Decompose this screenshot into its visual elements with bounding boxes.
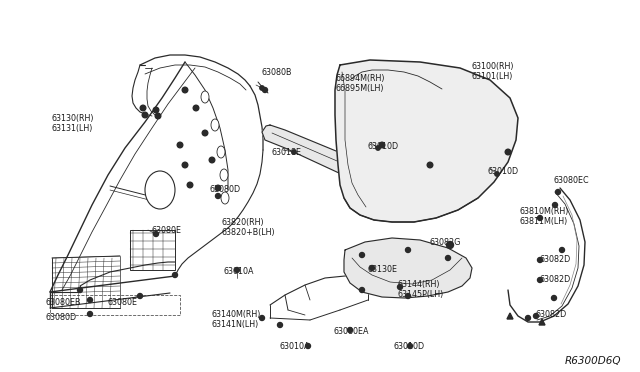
Text: 63820(RH)
63820+B(LH): 63820(RH) 63820+B(LH) xyxy=(222,218,276,237)
Text: 63010D: 63010D xyxy=(393,342,424,351)
Text: 63100(RH)
63101(LH): 63100(RH) 63101(LH) xyxy=(472,62,515,81)
Bar xyxy=(130,230,175,270)
Circle shape xyxy=(154,231,159,237)
Text: R6300D6Q: R6300D6Q xyxy=(565,356,621,366)
Circle shape xyxy=(397,285,403,289)
Text: 63082D: 63082D xyxy=(540,255,572,264)
Ellipse shape xyxy=(201,91,209,103)
Circle shape xyxy=(556,189,561,195)
Text: 63810M(RH)
63811M(LH): 63810M(RH) 63811M(LH) xyxy=(520,207,570,227)
Circle shape xyxy=(552,295,557,301)
Text: 63080B: 63080B xyxy=(262,68,292,77)
Ellipse shape xyxy=(217,146,225,158)
Circle shape xyxy=(142,112,148,118)
Circle shape xyxy=(525,315,531,321)
Circle shape xyxy=(187,182,193,188)
Circle shape xyxy=(202,130,208,136)
Text: 63018E: 63018E xyxy=(272,148,302,157)
Text: 63140M(RH)
63141N(LH): 63140M(RH) 63141N(LH) xyxy=(211,310,260,329)
Circle shape xyxy=(360,253,365,257)
Circle shape xyxy=(77,288,83,292)
Text: 66894M(RH)
66895M(LH): 66894M(RH) 66895M(LH) xyxy=(335,74,385,93)
Text: 63010A: 63010A xyxy=(280,342,310,351)
Circle shape xyxy=(216,193,221,199)
Circle shape xyxy=(215,185,221,191)
Circle shape xyxy=(447,241,454,248)
Circle shape xyxy=(259,315,264,321)
Text: 63080D: 63080D xyxy=(45,313,76,322)
Circle shape xyxy=(292,150,296,154)
Text: 63080E: 63080E xyxy=(108,298,138,307)
Text: 63082D: 63082D xyxy=(540,275,572,284)
Circle shape xyxy=(182,162,188,168)
Circle shape xyxy=(445,256,451,260)
Circle shape xyxy=(559,247,564,253)
Text: 63080EC: 63080EC xyxy=(554,176,589,185)
Polygon shape xyxy=(262,125,395,192)
Text: 63080EA: 63080EA xyxy=(333,327,369,336)
Circle shape xyxy=(153,107,159,113)
Circle shape xyxy=(262,87,268,93)
Circle shape xyxy=(408,343,413,349)
Circle shape xyxy=(406,247,410,253)
Circle shape xyxy=(260,86,264,90)
Circle shape xyxy=(140,105,146,111)
Bar xyxy=(50,295,180,315)
Circle shape xyxy=(495,172,499,176)
Polygon shape xyxy=(335,60,518,222)
Circle shape xyxy=(538,257,543,263)
Polygon shape xyxy=(507,313,513,319)
Circle shape xyxy=(360,288,365,292)
Text: 63144(RH)
63145P(LH): 63144(RH) 63145P(LH) xyxy=(397,280,444,299)
Circle shape xyxy=(88,311,93,317)
Polygon shape xyxy=(344,238,472,298)
Text: 63130E: 63130E xyxy=(368,265,398,274)
Circle shape xyxy=(538,278,543,282)
Circle shape xyxy=(505,149,511,155)
Circle shape xyxy=(193,105,199,111)
Text: 63010D: 63010D xyxy=(488,167,519,176)
Circle shape xyxy=(428,162,433,168)
Circle shape xyxy=(138,294,143,298)
Ellipse shape xyxy=(220,169,228,181)
Circle shape xyxy=(369,266,374,270)
Circle shape xyxy=(155,113,161,119)
Circle shape xyxy=(209,157,215,163)
Circle shape xyxy=(379,142,385,148)
Text: 63080E: 63080E xyxy=(152,226,182,235)
Ellipse shape xyxy=(145,171,175,209)
Text: 63080D: 63080D xyxy=(210,185,241,194)
Ellipse shape xyxy=(211,119,219,131)
Text: 63082D: 63082D xyxy=(536,310,567,319)
Circle shape xyxy=(173,273,177,278)
Circle shape xyxy=(552,202,557,208)
Circle shape xyxy=(278,323,282,327)
Text: 63080EB: 63080EB xyxy=(45,298,81,307)
Ellipse shape xyxy=(221,192,229,204)
Text: 63082G: 63082G xyxy=(430,238,461,247)
Circle shape xyxy=(376,146,380,150)
Circle shape xyxy=(534,314,538,318)
Polygon shape xyxy=(539,319,545,325)
Circle shape xyxy=(406,294,410,298)
Circle shape xyxy=(348,327,353,333)
Circle shape xyxy=(234,267,239,273)
Circle shape xyxy=(177,142,183,148)
Circle shape xyxy=(538,215,543,221)
Text: 63010D: 63010D xyxy=(368,142,399,151)
Text: 63130(RH)
63131(LH): 63130(RH) 63131(LH) xyxy=(52,114,95,134)
Circle shape xyxy=(305,343,310,349)
Circle shape xyxy=(88,298,93,302)
Circle shape xyxy=(182,87,188,93)
Text: 63010A: 63010A xyxy=(224,267,255,276)
